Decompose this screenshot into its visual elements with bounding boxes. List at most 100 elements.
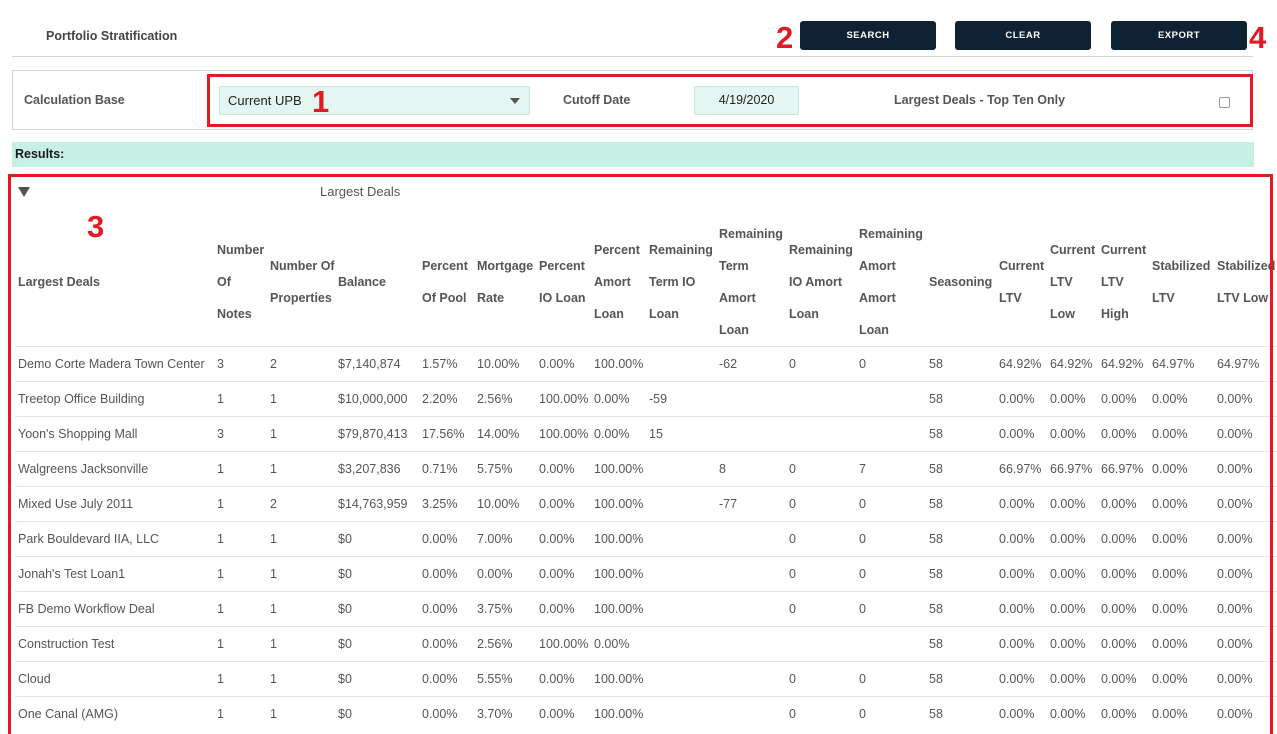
column-header[interactable]: Percent IO Loan xyxy=(536,218,591,347)
table-cell: 0.00% xyxy=(1149,451,1214,487)
table-cell: $79,870,413 xyxy=(335,416,419,452)
table-cell: 1 xyxy=(267,416,335,452)
table-body: Demo Corte Madera Town Center 3 2 $7,140,87… xyxy=(15,346,1277,731)
top-ten-checkbox[interactable] xyxy=(1219,97,1230,108)
table-cell: 0.00% xyxy=(996,696,1047,731)
column-header[interactable]: Stabilized LTV xyxy=(1149,218,1214,347)
column-header[interactable]: Number Of Notes xyxy=(214,218,267,347)
column-header[interactable]: Percent Amort Loan xyxy=(591,218,646,347)
collapse-triangle-icon[interactable] xyxy=(18,187,30,197)
results-bar: Results: xyxy=(12,142,1254,167)
table-cell: 0.00% xyxy=(1047,416,1098,452)
table-row[interactable]: Yoon's Shopping Mall 3 1 $79,870,413 17.56% 1… xyxy=(15,416,1277,452)
table-cell: Cloud xyxy=(15,661,214,697)
cutoff-date-field[interactable]: 4/19/2020 xyxy=(694,86,799,115)
table-cell: 0.00% xyxy=(1214,451,1277,487)
column-header[interactable]: Current LTV xyxy=(996,218,1047,347)
table-cell: Park Bouldevard IIA, LLC xyxy=(15,521,214,557)
table-cell xyxy=(646,556,716,592)
column-header[interactable]: Stabilized LTV Low xyxy=(1214,218,1277,347)
table-cell: 100.00% xyxy=(591,591,646,627)
table-cell: 1 xyxy=(267,556,335,592)
top-ten-label: Largest Deals - Top Ten Only xyxy=(894,93,1066,107)
table-cell: 0.00% xyxy=(591,416,646,452)
table-cell: 3.25% xyxy=(419,486,474,522)
table-cell: 0 xyxy=(856,556,926,592)
column-header[interactable]: Current LTV High xyxy=(1098,218,1149,347)
table-cell: 2.56% xyxy=(474,626,536,662)
column-header[interactable]: Mortgage Rate xyxy=(474,218,536,347)
table-cell: 0.00% xyxy=(536,521,591,557)
column-header[interactable]: Percent Of Pool xyxy=(419,218,474,347)
table-cell: 0 xyxy=(856,346,926,382)
column-header[interactable]: Number Of Properties xyxy=(267,218,335,347)
table-cell: 0.00% xyxy=(1149,521,1214,557)
table-cell: 1 xyxy=(267,451,335,487)
column-header[interactable]: Largest Deals xyxy=(15,218,214,347)
table-cell: 0.00% xyxy=(536,696,591,731)
table-cell: 8 xyxy=(716,451,786,487)
table-cell: 0.00% xyxy=(1214,416,1277,452)
column-header[interactable]: Remaining Term IO Loan xyxy=(646,218,716,347)
results-label: Results: xyxy=(15,147,65,161)
table-cell: Walgreens Jacksonville xyxy=(15,451,214,487)
table-cell xyxy=(856,381,926,417)
table-cell: -59 xyxy=(646,381,716,417)
calc-base-select[interactable]: Current UPB xyxy=(219,86,530,115)
table-cell: 0.00% xyxy=(1047,626,1098,662)
table-cell: 0.00% xyxy=(419,626,474,662)
table-cell: 58 xyxy=(926,556,996,592)
calc-base-value: Current UPB xyxy=(228,93,302,108)
table-cell: 58 xyxy=(926,521,996,557)
search-button[interactable]: SEARCH xyxy=(800,21,936,50)
table-row[interactable]: Park Bouldevard IIA, LLC 1 1 $0 0.00% 7.00% 0.… xyxy=(15,521,1277,557)
table-cell: 0.00% xyxy=(1098,486,1149,522)
table-cell: 17.56% xyxy=(419,416,474,452)
table-cell xyxy=(646,661,716,697)
table-cell xyxy=(716,416,786,452)
clear-button[interactable]: CLEAR xyxy=(955,21,1091,50)
table-cell: 64.97% xyxy=(1214,346,1277,382)
column-header[interactable]: Remaining IO Amort Loan xyxy=(786,218,856,347)
table-cell: 0.00% xyxy=(1214,556,1277,592)
chevron-down-icon xyxy=(510,98,520,104)
table-row[interactable]: Mixed Use July 2011 1 2 $14,763,959 3.25% 10.… xyxy=(15,486,1277,522)
table-cell: 0 xyxy=(786,486,856,522)
table-cell: 58 xyxy=(926,626,996,662)
page-title: Portfolio Stratification xyxy=(46,29,178,43)
table-cell: 2 xyxy=(267,486,335,522)
table-cell xyxy=(646,451,716,487)
table-cell xyxy=(716,591,786,627)
table-row[interactable]: Demo Corte Madera Town Center 3 2 $7,140,87… xyxy=(15,346,1277,382)
table-cell: 0.00% xyxy=(419,521,474,557)
table-cell xyxy=(786,416,856,452)
table-cell: 0.00% xyxy=(1214,696,1277,731)
table-cell: 0.00% xyxy=(591,626,646,662)
column-header[interactable]: Current LTV Low xyxy=(1047,218,1098,347)
table-cell: 100.00% xyxy=(536,626,591,662)
table-cell: 0.00% xyxy=(1214,626,1277,662)
table-row[interactable]: FB Demo Workflow Deal 1 1 $0 0.00% 3.75% 0.00%… xyxy=(15,591,1277,627)
table-row[interactable]: Cloud 1 1 $0 0.00% 5.55% 0.00% 100.00% 0 0 58 0.00%… xyxy=(15,661,1277,697)
cutoff-date-label: Cutoff Date xyxy=(563,93,631,107)
table-row[interactable]: Walgreens Jacksonville 1 1 $3,207,836 0.71% 5… xyxy=(15,451,1277,487)
annotation-number-4: 4 xyxy=(1249,20,1267,55)
table-cell: One Canal (AMG) xyxy=(15,696,214,731)
table-cell xyxy=(646,696,716,731)
table-row[interactable]: Construction Test 1 1 $0 0.00% 2.56% 100.00% 0.… xyxy=(15,626,1277,662)
column-header[interactable]: Remaining Amort Amort Loan xyxy=(856,218,926,347)
table-row[interactable]: Treetop Office Building 1 1 $10,000,000 2.20… xyxy=(15,381,1277,417)
table-cell: 0.00% xyxy=(1149,626,1214,662)
table-cell: 0.00% xyxy=(996,381,1047,417)
column-header[interactable]: Remaining Term Amort Loan xyxy=(716,218,786,347)
column-header[interactable]: Seasoning xyxy=(926,218,996,347)
export-button[interactable]: EXPORT xyxy=(1111,21,1247,50)
table-row[interactable]: Jonah's Test Loan1 1 1 $0 0.00% 0.00% 0.00% 100… xyxy=(15,556,1277,592)
table-cell: 0.71% xyxy=(419,451,474,487)
table-cell: 58 xyxy=(926,451,996,487)
table-cell xyxy=(716,381,786,417)
table-row[interactable]: One Canal (AMG) 1 1 $0 0.00% 3.70% 0.00% 100.00… xyxy=(15,696,1277,731)
table-cell: $0 xyxy=(335,661,419,697)
table-cell: 100.00% xyxy=(591,556,646,592)
table-cell: 7.00% xyxy=(474,521,536,557)
